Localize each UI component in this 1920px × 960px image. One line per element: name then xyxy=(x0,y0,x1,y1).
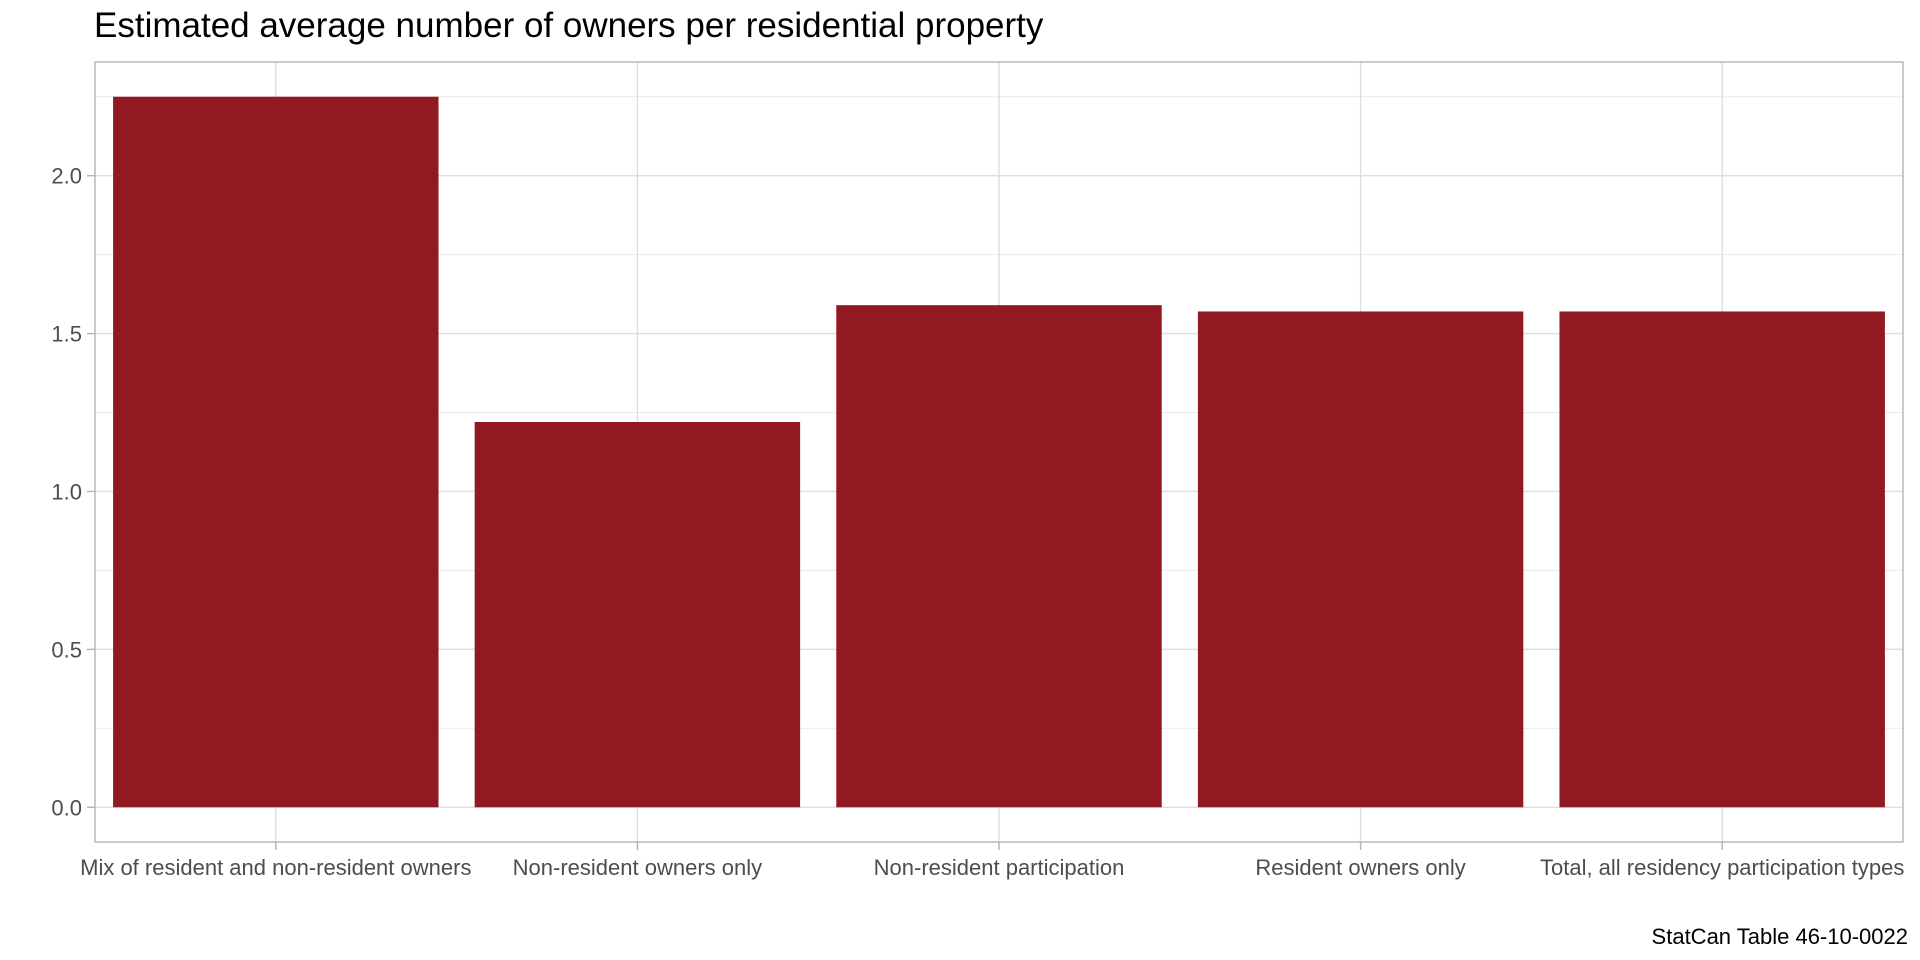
bars xyxy=(113,96,1885,808)
y-tick-label: 1.0 xyxy=(51,479,82,504)
bar xyxy=(113,96,439,808)
bar xyxy=(1197,311,1524,808)
chart-title: Estimated average number of owners per r… xyxy=(94,6,1044,45)
y-axis: 0.0 0.5 1.0 1.5 2.0 xyxy=(51,164,95,820)
x-axis: Mix of resident and non-resident owners N… xyxy=(80,842,1904,880)
x-tick-label: Resident owners only xyxy=(1255,855,1465,880)
y-tick-label: 0.5 xyxy=(51,637,82,662)
x-tick-label: Non-resident owners only xyxy=(513,855,762,880)
y-tick-label: 2.0 xyxy=(51,164,82,189)
bar xyxy=(836,305,1162,808)
y-tick-label: 0.0 xyxy=(51,795,82,820)
x-tick-label: Non-resident participation xyxy=(874,855,1125,880)
bar xyxy=(474,422,801,808)
bar xyxy=(1559,311,1885,808)
chart-caption: StatCan Table 46-10-0022 xyxy=(1651,924,1908,949)
x-tick-label: Mix of resident and non-resident owners xyxy=(80,855,471,880)
x-tick-label: Total, all residency participation types xyxy=(1540,855,1904,880)
y-tick-label: 1.5 xyxy=(51,322,82,347)
